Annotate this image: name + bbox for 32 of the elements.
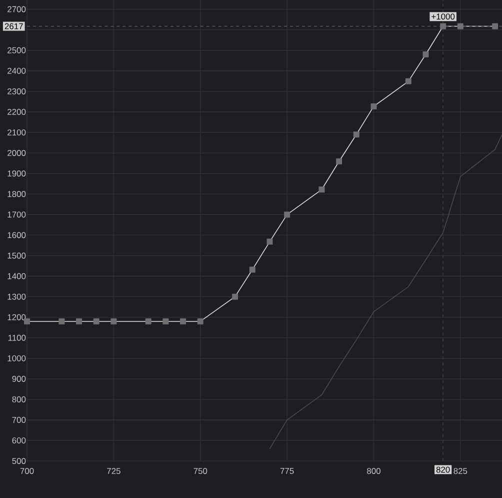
y-tick-label: 1800: [8, 191, 26, 198]
y-tick-label: 900: [12, 376, 26, 382]
y-tick-label: 1600: [8, 232, 26, 238]
x-tick-label: 700: [20, 468, 34, 474]
x-tick-label: 775: [280, 468, 294, 474]
line-series: [269, 134, 502, 450]
x-tick-label: 800: [367, 468, 380, 474]
y-tick-label: 1100: [8, 334, 26, 341]
y-tick-label: 800: [12, 396, 26, 402]
y-tick-label: 600: [12, 437, 26, 444]
annotation: +1000: [432, 14, 455, 20]
x-tick-label: 725: [107, 468, 120, 474]
y-tick-label: 2700: [8, 6, 26, 12]
y-tick-label: 2100: [8, 129, 26, 136]
y-tick-label: 1200: [8, 314, 26, 320]
y-tick-label: 700: [12, 416, 26, 423]
y-tick-label: 1700: [8, 212, 26, 218]
y-tick-label: 1000: [8, 355, 26, 362]
ref-line-label: 2617: [4, 23, 23, 30]
y-tick-label: 500: [12, 458, 26, 464]
y-tick-label: 2400: [8, 68, 26, 74]
y-tick-label: 2000: [8, 150, 26, 156]
x-tick-label: 750: [194, 468, 208, 474]
y-tick-label: 1300: [8, 294, 26, 300]
y-tick-label: 1900: [8, 170, 26, 176]
y-tick-label: 1400: [8, 273, 26, 280]
y-tick-label: 1500: [8, 252, 26, 259]
y-tick-label: 2300: [8, 88, 26, 94]
ref-line-label: 820: [436, 466, 450, 473]
y-tick-label: 2200: [8, 108, 26, 115]
x-tick-label: 825: [454, 468, 468, 474]
y-tick-label: 2500: [8, 47, 26, 54]
